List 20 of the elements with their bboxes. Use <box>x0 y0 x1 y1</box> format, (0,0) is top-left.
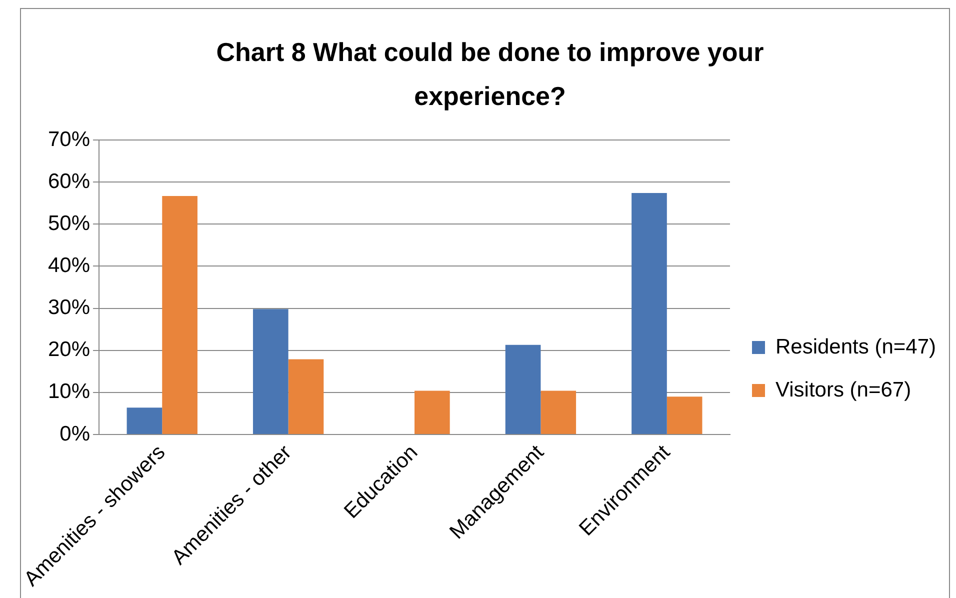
bar <box>632 193 667 434</box>
bar <box>414 390 450 434</box>
bar <box>288 359 324 434</box>
y-tick-label: 20% <box>48 338 90 362</box>
y-tick-label: 40% <box>48 254 90 278</box>
bar <box>162 196 198 434</box>
chart-title: Chart 8 What could be done to improve your experience? <box>215 36 765 113</box>
bar <box>252 309 288 434</box>
legend-label: Residents (n=47) <box>775 335 936 358</box>
legend-label: Visitors (n=67) <box>775 378 912 402</box>
y-tick-label: 30% <box>48 296 90 320</box>
y-tick-label: 50% <box>48 212 90 235</box>
y-tick-label: 10% <box>48 380 90 404</box>
bar <box>126 408 162 434</box>
y-tick-label: 60% <box>48 170 90 193</box>
y-tick-label: 0% <box>60 422 90 446</box>
bar <box>505 344 541 434</box>
bar <box>540 390 576 434</box>
y-tick-label: 70% <box>48 128 90 151</box>
bar <box>666 396 702 434</box>
